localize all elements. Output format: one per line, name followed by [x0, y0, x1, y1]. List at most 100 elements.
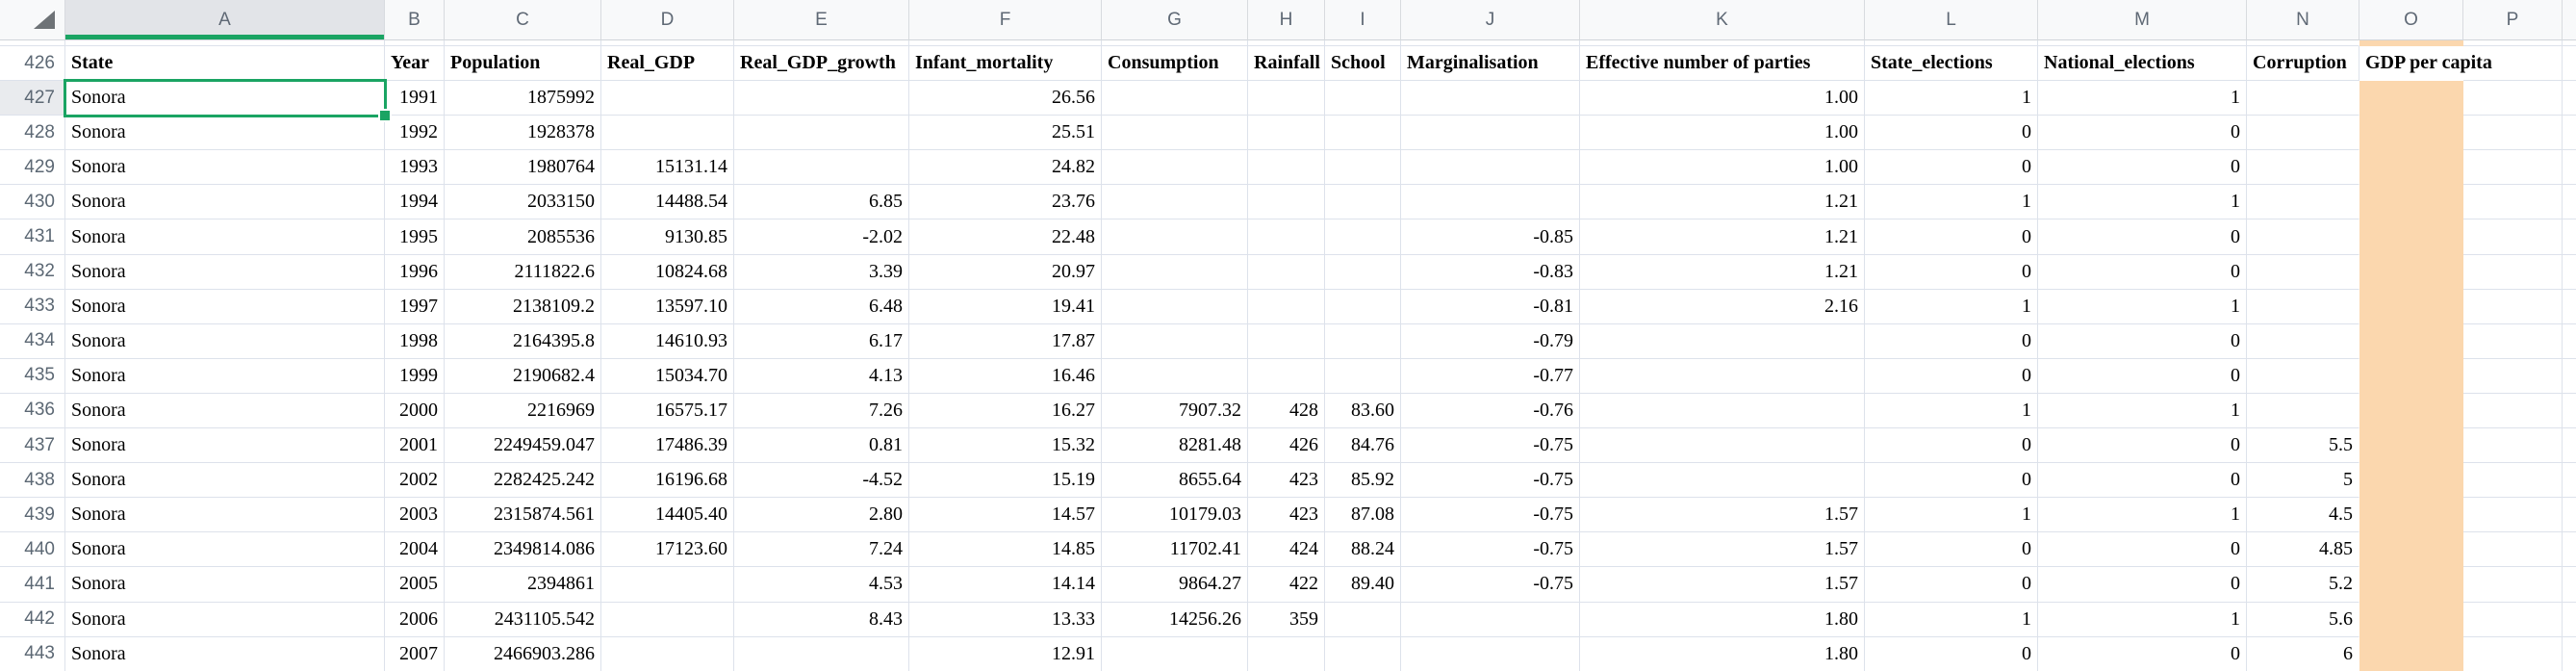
cell-M433[interactable]: 1 — [2038, 289, 2247, 324]
cell-B436[interactable]: 2000 — [385, 393, 445, 429]
cell-G441[interactable]: 9864.27 — [1102, 567, 1248, 603]
cell-F428[interactable]: 25.51 — [909, 116, 1102, 151]
cell-F427[interactable]: 26.56 — [909, 81, 1102, 116]
cell-L439[interactable]: 1 — [1865, 498, 2038, 533]
cell-G436[interactable]: 7907.32 — [1102, 393, 1248, 429]
cell-G427[interactable] — [1102, 81, 1248, 116]
cell-I440[interactable]: 88.24 — [1325, 532, 1401, 568]
cell-K440[interactable]: 1.57 — [1580, 532, 1865, 568]
cell-H429[interactable] — [1248, 150, 1325, 186]
cell-C434[interactable]: 2164395.8 — [445, 323, 601, 359]
column-header-L[interactable]: L — [1865, 0, 2038, 40]
cell-M437[interactable]: 0 — [2038, 428, 2247, 464]
row-header-433[interactable]: 433 — [0, 289, 65, 324]
cell-J434[interactable]: -0.79 — [1401, 323, 1580, 359]
cell-E439[interactable]: 2.80 — [734, 498, 909, 533]
cell-E442[interactable]: 8.43 — [734, 602, 909, 637]
cell-E441[interactable]: 4.53 — [734, 567, 909, 603]
cell-I434[interactable] — [1325, 323, 1401, 359]
cell-H430[interactable] — [1248, 185, 1325, 220]
cell-partial-E[interactable] — [734, 40, 909, 46]
cell-M436[interactable]: 1 — [2038, 393, 2247, 429]
cell-K431[interactable]: 1.21 — [1580, 219, 1865, 255]
cell-N427[interactable] — [2247, 81, 2359, 116]
row-header-430[interactable]: 430 — [0, 185, 65, 220]
column-header-F[interactable]: F — [909, 0, 1102, 40]
row-header-441[interactable]: 441 — [0, 567, 65, 603]
cell-M439[interactable]: 1 — [2038, 498, 2247, 533]
cell-partial-D[interactable] — [601, 40, 734, 46]
cell-H428[interactable] — [1248, 116, 1325, 151]
cell-G433[interactable] — [1102, 289, 1248, 324]
cell-H437[interactable]: 426 — [1248, 428, 1325, 464]
cell-H438[interactable]: 423 — [1248, 463, 1325, 499]
cell-K441[interactable]: 1.57 — [1580, 567, 1865, 603]
cell-D434[interactable]: 14610.93 — [601, 323, 734, 359]
cell-K433[interactable]: 2.16 — [1580, 289, 1865, 324]
cell-I426[interactable]: School — [1325, 46, 1401, 82]
cell-D430[interactable]: 14488.54 — [601, 185, 734, 220]
cell-partial-I[interactable] — [1325, 40, 1401, 46]
cell-J427[interactable] — [1401, 81, 1580, 116]
select-all-corner[interactable] — [0, 0, 65, 40]
cell-O426[interactable]: GDP per capita — [2359, 46, 2492, 82]
column-header-J[interactable]: J — [1401, 0, 1580, 40]
cell-G428[interactable] — [1102, 116, 1248, 151]
row-header-436[interactable]: 436 — [0, 393, 65, 429]
cell-P436[interactable] — [2463, 393, 2563, 429]
row-header-443[interactable]: 443 — [0, 636, 65, 671]
cell-partial-C[interactable] — [445, 40, 601, 46]
cell-G435[interactable] — [1102, 358, 1248, 394]
cell-O437[interactable] — [2359, 428, 2463, 464]
cell-D436[interactable]: 16575.17 — [601, 393, 734, 429]
cell-K438[interactable] — [1580, 463, 1865, 499]
cell-K436[interactable] — [1580, 393, 1865, 429]
cell-M432[interactable]: 0 — [2038, 254, 2247, 290]
cell-J438[interactable]: -0.75 — [1401, 463, 1580, 499]
cell-B434[interactable]: 1998 — [385, 323, 445, 359]
cell-L435[interactable]: 0 — [1865, 358, 2038, 394]
cell-partial-P[interactable] — [2463, 40, 2563, 46]
cell-A436[interactable]: Sonora — [65, 393, 385, 429]
column-header-K[interactable]: K — [1580, 0, 1865, 40]
cell-partial-H[interactable] — [1248, 40, 1325, 46]
cell-F437[interactable]: 15.32 — [909, 428, 1102, 464]
cell-I431[interactable] — [1325, 219, 1401, 255]
cell-F434[interactable]: 17.87 — [909, 323, 1102, 359]
cell-partial-B[interactable] — [385, 40, 445, 46]
cell-F431[interactable]: 22.48 — [909, 219, 1102, 255]
cell-K442[interactable]: 1.80 — [1580, 602, 1865, 637]
cell-F438[interactable]: 15.19 — [909, 463, 1102, 499]
cell-M434[interactable]: 0 — [2038, 323, 2247, 359]
cell-C431[interactable]: 2085536 — [445, 219, 601, 255]
cell-E437[interactable]: 0.81 — [734, 428, 909, 464]
cell-M429[interactable]: 0 — [2038, 150, 2247, 186]
column-header-N[interactable]: N — [2247, 0, 2359, 40]
cell-J429[interactable] — [1401, 150, 1580, 186]
cell-E429[interactable] — [734, 150, 909, 186]
cell-I428[interactable] — [1325, 116, 1401, 151]
cell-I438[interactable]: 85.92 — [1325, 463, 1401, 499]
cell-A440[interactable]: Sonora — [65, 532, 385, 568]
cell-A437[interactable]: Sonora — [65, 428, 385, 464]
cell-P433[interactable] — [2463, 289, 2563, 324]
cell-D437[interactable]: 17486.39 — [601, 428, 734, 464]
cell-B426[interactable]: Year — [385, 46, 445, 82]
cell-O443[interactable] — [2359, 636, 2463, 671]
cell-G426[interactable]: Consumption — [1102, 46, 1248, 82]
column-header-O[interactable]: O — [2359, 0, 2463, 40]
cell-B428[interactable]: 1992 — [385, 116, 445, 151]
cell-J439[interactable]: -0.75 — [1401, 498, 1580, 533]
cell-D443[interactable] — [601, 636, 734, 671]
cell-I443[interactable] — [1325, 636, 1401, 671]
cell-I430[interactable] — [1325, 185, 1401, 220]
column-header-P[interactable]: P — [2463, 0, 2563, 40]
cell-M440[interactable]: 0 — [2038, 532, 2247, 568]
cell-C443[interactable]: 2466903.286 — [445, 636, 601, 671]
cell-G442[interactable]: 14256.26 — [1102, 602, 1248, 637]
cell-M426[interactable]: National_elections — [2038, 46, 2247, 82]
cell-A442[interactable]: Sonora — [65, 602, 385, 637]
cell-E435[interactable]: 4.13 — [734, 358, 909, 394]
cell-O440[interactable] — [2359, 532, 2463, 568]
cell-N429[interactable] — [2247, 150, 2359, 186]
